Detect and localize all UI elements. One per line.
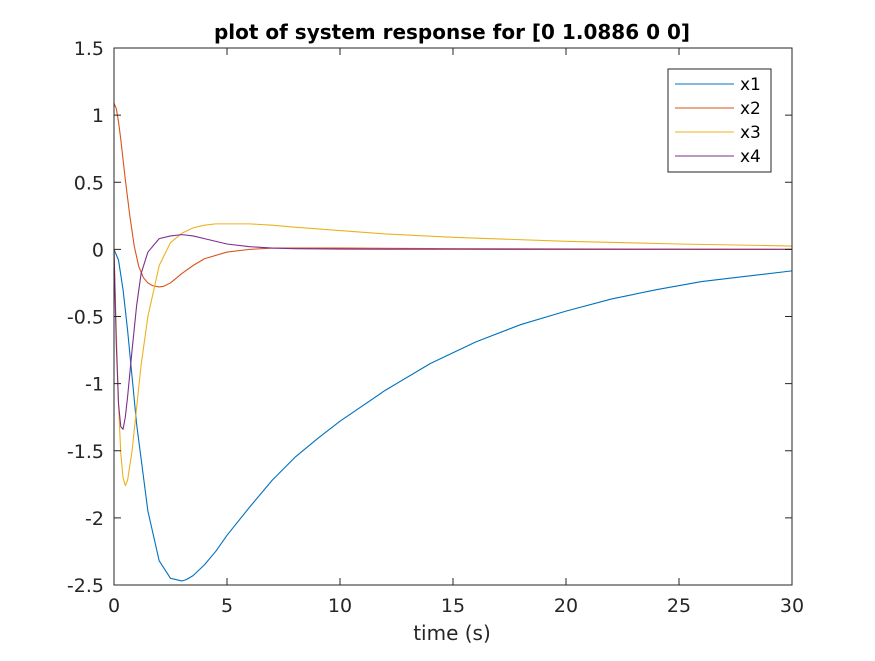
y-tick-label: 1.5 [74,38,104,60]
y-tick-label: -1.5 [67,441,104,463]
y-tick-label: 0.5 [74,172,104,194]
x-tick-label: 30 [780,595,804,617]
x-tick-label: 20 [554,595,578,617]
chart-title: plot of system response for [0 1.0886 0 … [214,20,690,44]
legend-label-x3: x3 [740,123,761,143]
x-axis-label: time (s) [413,621,491,645]
series-line-x4 [113,234,793,430]
y-tick-label: -1 [85,374,104,396]
legend-label-x4: x4 [740,147,761,167]
x-tick-label: 5 [221,595,233,617]
x-tick-label: 15 [441,595,465,617]
x-tick-label: 0 [108,595,120,617]
y-tick-label: 0 [92,239,104,261]
legend: x1 x2 x3 x4 [667,68,772,173]
legend-box [667,68,772,173]
y-tick-label: -2.5 [67,575,104,597]
series-line-x3 [113,223,793,487]
legend-entries: x1 x2 x3 x4 [675,75,761,167]
legend-label-x2: x2 [740,99,761,119]
series-layer [113,102,793,582]
series-line-x2 [113,102,793,288]
axes-box [113,47,793,586]
x-tick-label: 25 [667,595,691,617]
y-tick-label: -2 [85,508,104,530]
y-tick-label: 1 [92,105,104,127]
legend-label-x1: x1 [740,75,761,95]
y-tick-label: -0.5 [67,307,104,329]
ticks-layer: 0 5 10 15 20 25 30 1.5 1 0.5 0 -0.5 -1 -1.5 -2 -2.5 [67,38,804,617]
x-tick-label: 10 [328,595,352,617]
